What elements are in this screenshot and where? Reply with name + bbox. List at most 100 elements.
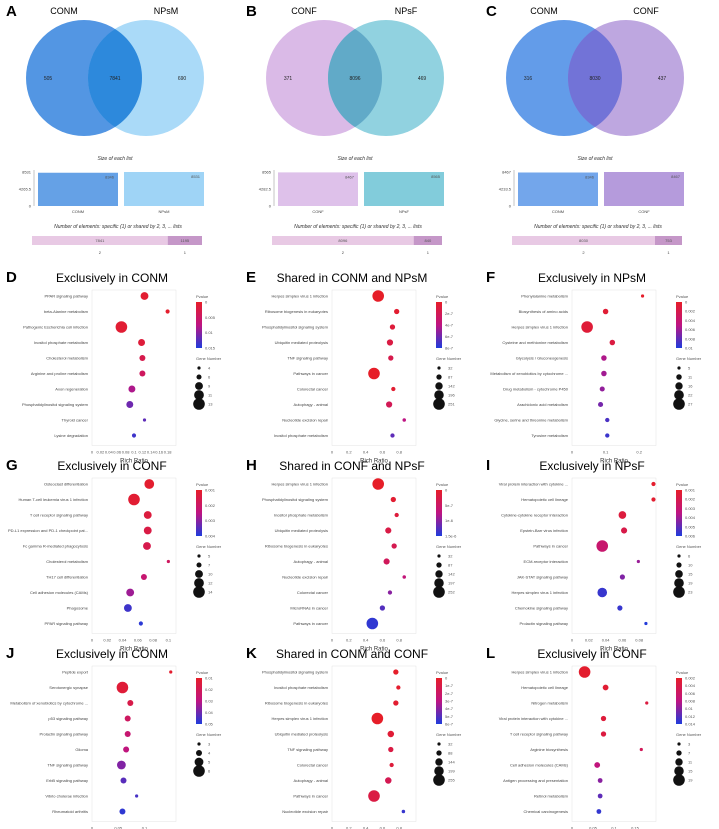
term-bubble: [126, 588, 135, 597]
x-tick: 0.1: [603, 450, 609, 455]
plot-area: [571, 289, 657, 446]
term-bubble: [402, 575, 406, 579]
pvalue-colorbar: [196, 678, 202, 724]
gene-legend-value: 199: [448, 769, 455, 774]
gene-legend-value: 4: [208, 751, 211, 756]
term-bubble: [640, 294, 645, 298]
elems-bar-specific: [654, 236, 682, 245]
term-label: Nitrogen metabolism: [531, 701, 568, 706]
elems-key-specific: 1: [427, 250, 430, 255]
gene-legend-dot: [434, 390, 444, 400]
term-bubble: [602, 684, 609, 691]
elems-value-specific: 840: [425, 238, 432, 243]
size-bar-label: CONM: [552, 209, 564, 214]
pvalue-legend-title: Pvalue: [196, 482, 209, 487]
x-tick: 0.02: [97, 450, 106, 455]
term-bubble: [597, 587, 608, 598]
term-bubble: [115, 321, 128, 333]
pvalue-tick: 6e-7: [445, 334, 454, 339]
term-label: p53 signaling pathway: [48, 716, 88, 721]
term-bubble: [131, 433, 137, 438]
term-label: Autophagy - animal: [294, 778, 329, 783]
panel-letter: D: [6, 269, 17, 286]
pvalue-tick: 0.01: [205, 330, 214, 335]
gene-legend-value: 7: [688, 751, 691, 756]
venn-left-label: CONM: [530, 6, 558, 16]
x-tick: 0.4: [363, 638, 369, 643]
chart-title: Shared in CONF and NPsF: [279, 459, 424, 473]
pvalue-tick: 0.012: [685, 714, 696, 719]
term-bubble: [140, 292, 149, 300]
elems-value-shared: 8030: [579, 238, 589, 243]
term-bubble: [120, 777, 127, 784]
term-bubble: [387, 730, 395, 738]
term-bubble: [128, 493, 140, 506]
size-title: Size of each list: [337, 156, 373, 162]
term-bubble: [385, 777, 392, 784]
gene-legend-dot: [673, 774, 685, 786]
gene-legend-dot: [195, 570, 203, 578]
x-tick: 0.06: [134, 638, 143, 643]
size-bar-label: NPsM: [159, 209, 170, 214]
term-bubble: [601, 370, 607, 377]
size-bar: [518, 172, 598, 206]
pvalue-tick: 0.01: [685, 346, 694, 351]
size-ytick: 0: [269, 204, 272, 209]
term-bubble: [127, 700, 134, 706]
pvalue-tick: 0: [205, 300, 208, 305]
x-tick: 0.4: [363, 450, 369, 455]
elems-key-specific: 1: [667, 250, 670, 255]
gene-legend-value: 197: [448, 581, 455, 586]
term-bubble: [617, 605, 623, 611]
gene-legend-value: 27: [688, 402, 693, 407]
x-axis-label: Rich Ratio: [600, 459, 628, 465]
gene-legend-title: Gene Number: [676, 544, 702, 549]
x-tick: 0.2: [346, 638, 352, 643]
x-tick: 0.02: [103, 638, 112, 643]
term-label: Viral protein interaction with cytokine …: [499, 716, 568, 721]
pvalue-tick: 0.005: [685, 524, 696, 529]
gene-legend-value: 3: [688, 742, 691, 747]
bubble-panel-I: I Exclusively in NPsF Viral protein intera…: [486, 457, 702, 653]
gene-legend-value: 6: [208, 769, 211, 774]
pvalue-tick: 0.005: [205, 315, 216, 320]
pvalue-tick: 0.01: [685, 706, 694, 711]
panel-letter: I: [486, 457, 490, 474]
venn-shared: 7841: [109, 76, 120, 82]
gene-legend-dot: [434, 578, 444, 588]
bubble-panel-K: K Shared in CONM and CONF Phosphatidylinos…: [246, 645, 462, 829]
x-tick: 0: [331, 826, 334, 829]
term-label: Herpes simplex virus 1 infection: [512, 590, 568, 595]
gene-legend-value: 15: [688, 769, 693, 774]
gene-legend-value: 12: [208, 581, 213, 586]
term-label: Ribosome biogenesis in eukaryotes: [265, 309, 328, 314]
pvalue-tick: 3e-7: [445, 699, 454, 704]
gene-legend-title: Gene Number: [436, 356, 462, 361]
term-bubble: [143, 526, 152, 535]
elems-bar-specific: [413, 236, 442, 245]
gene-legend-dot: [676, 562, 682, 568]
gene-legend-dot: [675, 570, 683, 578]
gene-legend-value: 196: [448, 393, 455, 398]
term-label: ErbB signaling pathway: [46, 778, 88, 783]
term-bubble: [389, 762, 394, 768]
term-bubble: [388, 355, 394, 361]
gene-legend-value: 15: [688, 572, 693, 577]
pvalue-colorbar: [196, 490, 202, 536]
term-label: Cytokine-cytokine receptor interaction: [501, 513, 568, 518]
term-label: Autophagy - animal: [294, 402, 329, 407]
gene-legend-value: 87: [448, 375, 453, 380]
term-label: ECM-receptor interaction: [524, 559, 568, 564]
x-tick: 0.05: [114, 826, 123, 829]
pvalue-tick: 2e-7: [445, 311, 454, 316]
term-label: Tyrosine metabolism: [531, 433, 568, 438]
x-tick: 0: [91, 450, 94, 455]
size-bar-value: 8467: [671, 174, 681, 179]
term-label: Glioma: [75, 747, 88, 752]
term-label: Cell adhesion molecules (CAMs): [510, 763, 569, 768]
chart-title: Shared in CONM and NPsM: [277, 271, 428, 285]
x-tick: 0.15: [631, 826, 640, 829]
term-label: TNF signaling pathway: [47, 763, 88, 768]
venn-only-left: 316: [524, 76, 533, 82]
elems-bar-shared: [272, 236, 414, 245]
